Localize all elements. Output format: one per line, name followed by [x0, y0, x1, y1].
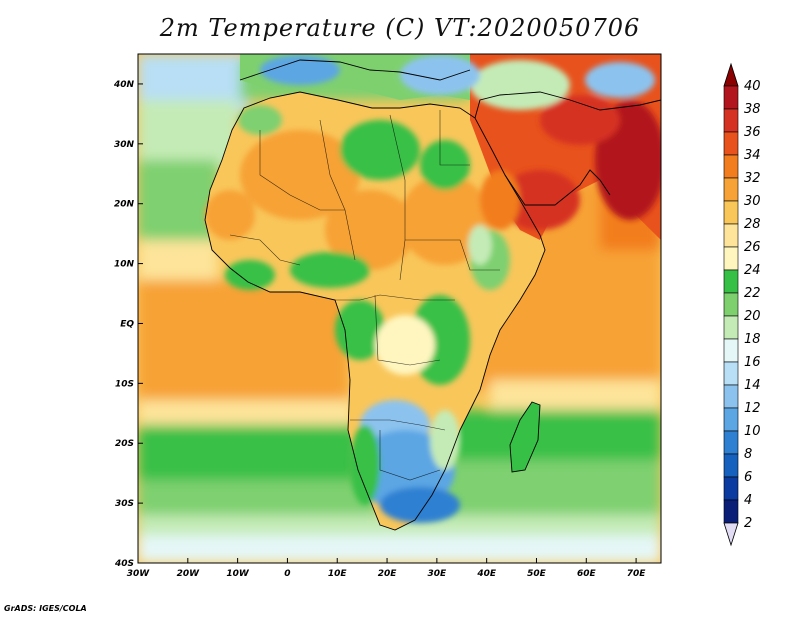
- colorbar-swatch: [723, 338, 739, 363]
- x-tick-label: 60E: [577, 569, 597, 579]
- colorbar-label: 6: [744, 470, 752, 485]
- colorbar-label: 26: [744, 240, 761, 255]
- colorbar-swatch: [723, 384, 739, 409]
- colorbar-swatch: [723, 292, 739, 317]
- x-tick-label: 0: [284, 569, 290, 579]
- y-tick-label: 40S: [114, 559, 134, 569]
- colorbar-label: 14: [744, 378, 761, 393]
- plot-frame: [137, 53, 662, 564]
- colorbar-label: 36: [744, 125, 761, 140]
- colorbar-label: 32: [744, 171, 761, 186]
- colorbar-label: 40: [744, 79, 761, 94]
- colorbar-label: 38: [744, 102, 761, 117]
- colorbar-label: 24: [744, 263, 761, 278]
- colorbar-swatch: [723, 476, 739, 501]
- colorbar-label: 34: [744, 148, 761, 163]
- madagascar-landmass: [510, 402, 540, 472]
- colorbar-label: 22: [744, 286, 761, 301]
- colorbar-swatch: [723, 269, 739, 294]
- colorbar-label: 28: [744, 217, 761, 232]
- colorbar-swatch: [723, 361, 739, 386]
- colorbar-swatch: [723, 407, 739, 432]
- colorbar-swatch: [723, 499, 739, 524]
- colorbar-swatch: [723, 315, 739, 340]
- colorbar-swatch: [723, 246, 739, 271]
- y-tick-label: 20N: [114, 200, 135, 210]
- colorbar-label: 10: [744, 424, 761, 439]
- x-tick-label: 40E: [476, 569, 497, 579]
- ocean-shading: [138, 54, 661, 563]
- colorbar-swatch: [723, 453, 739, 478]
- x-axis-ticks: 30W 20W 10W 0 10E 20E 30E 40E 50E 60E 70E: [127, 558, 647, 579]
- colorbar-swatch: [723, 85, 739, 110]
- colorbar-top-cap: [723, 62, 739, 87]
- coastlines: [204, 59, 661, 531]
- colorbar-swatch: [723, 430, 739, 455]
- map-title: 2m Temperature (C) VT:2020050706: [159, 14, 641, 42]
- colorbar-swatch: [723, 131, 739, 156]
- y-tick-label: 20S: [115, 439, 134, 449]
- colorbar-label: 8: [744, 447, 752, 462]
- x-tick-label: 10W: [226, 569, 250, 579]
- colorbar-swatch: [723, 154, 739, 179]
- x-tick-label: 30E: [428, 569, 448, 579]
- y-tick-label: 40N: [113, 80, 135, 90]
- colorbar-label: 20: [744, 309, 761, 324]
- colorbar-label: 30: [744, 194, 761, 209]
- colorbar-label: 18: [744, 332, 761, 347]
- x-tick-label: 50E: [527, 569, 547, 579]
- y-tick-label: 30N: [114, 140, 135, 150]
- colorbar-bottom-cap: [723, 522, 739, 547]
- colorbar-label: 2: [744, 516, 752, 531]
- grads-credit: GrADS: IGES/COLA: [4, 604, 87, 613]
- colorbar-swatch: [723, 200, 739, 225]
- x-tick-label: 20E: [378, 569, 398, 579]
- colorbar-swatch: [723, 108, 739, 133]
- x-tick-label: 10E: [328, 569, 348, 579]
- y-tick-label: EQ: [120, 319, 134, 329]
- y-tick-label: 30S: [115, 499, 134, 509]
- y-tick-label: 10N: [114, 260, 135, 270]
- temperature-field: [138, 54, 661, 563]
- colorbar-label: 16: [744, 355, 761, 370]
- x-tick-label: 20W: [177, 569, 201, 579]
- colorbar-swatch: [723, 223, 739, 248]
- colorbar-swatch: [723, 177, 739, 202]
- x-tick-label: 30W: [127, 569, 151, 579]
- y-axis-ticks: 40N 30N 20N 10N EQ 10S 20S 30S 40S: [113, 80, 143, 569]
- colorbar-label: 12: [744, 401, 761, 416]
- colorbar-label: 4: [744, 493, 752, 508]
- y-tick-label: 10S: [115, 379, 134, 389]
- country-borders: [229, 110, 500, 481]
- x-tick-label: 70E: [627, 569, 647, 579]
- colorbar: 40 38 36 34 32 30 28 26 24 22 20 18 16 14 12 10 8 6 4 2: [723, 62, 761, 547]
